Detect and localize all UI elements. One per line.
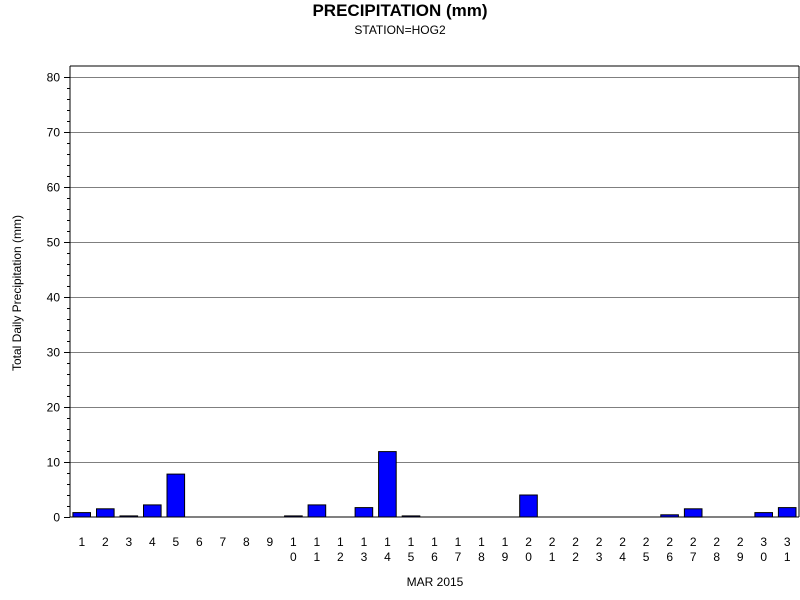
y-tick-label-50: 50 [47, 236, 61, 250]
y-tick-label-40: 40 [47, 291, 61, 305]
x-tick-label-30: 0 [760, 550, 767, 564]
bar-day-30 [754, 512, 774, 518]
bar-day-27 [683, 508, 703, 518]
bar-day-20 [519, 494, 538, 518]
y-tick-label-30: 30 [47, 346, 61, 360]
bar-day-4 [143, 504, 162, 518]
x-tick-label-17: 1 [455, 535, 462, 549]
y-tick-label-10: 10 [47, 456, 61, 470]
bar-day-14 [378, 451, 397, 518]
y-tick-label-70: 70 [47, 126, 61, 140]
y-tick-label-60: 60 [47, 181, 61, 195]
x-tick-label-23: 2 [596, 535, 603, 549]
x-tick-label-10: 1 [290, 535, 297, 549]
x-tick-label-21: 2 [549, 535, 556, 549]
x-tick-label-16: 6 [431, 550, 438, 564]
x-tick-label-27: 7 [690, 550, 697, 564]
x-tick-label-20: 2 [525, 535, 532, 549]
x-tick-label-7: 7 [220, 535, 227, 549]
bar-day-11 [307, 504, 327, 518]
bar-day-1 [72, 512, 92, 518]
x-tick-label-26: 6 [666, 550, 673, 564]
x-tick-label-13: 1 [361, 535, 368, 549]
x-tick-label-25: 5 [643, 550, 650, 564]
chart-subtitle: STATION=HOG2 [354, 23, 446, 37]
y-axis-label: Total Daily Precipitation (mm) [10, 215, 24, 371]
bar-day-31 [777, 507, 797, 518]
x-tick-label-31: 3 [784, 535, 791, 549]
x-tick-label-27: 2 [690, 535, 697, 549]
x-tick-label-25: 2 [643, 535, 650, 549]
y-tick-label-0: 0 [53, 511, 60, 525]
chart-title: PRECIPITATION (mm) [312, 1, 488, 20]
x-tick-label-21: 1 [549, 550, 556, 564]
x-tick-label-31: 1 [784, 550, 791, 564]
x-tick-label-4: 4 [149, 535, 156, 549]
x-tick-label-24: 2 [619, 535, 626, 549]
x-tick-label-14: 4 [384, 550, 391, 564]
x-tick-label-19: 9 [502, 550, 509, 564]
x-tick-label-13: 3 [361, 550, 368, 564]
x-tick-label-30: 3 [760, 535, 767, 549]
x-tick-label-28: 8 [713, 550, 720, 564]
x-tick-label-9: 9 [267, 535, 274, 549]
y-tick-label-20: 20 [47, 401, 61, 415]
x-tick-label-29: 9 [737, 550, 744, 564]
bar-day-2 [96, 508, 115, 518]
x-tick-label-15: 5 [408, 550, 415, 564]
bar-day-5 [166, 473, 186, 518]
x-tick-label-22: 2 [572, 535, 579, 549]
x-axis-label: MAR 2015 [407, 575, 464, 589]
x-tick-label-3: 3 [125, 535, 132, 549]
x-tick-label-11: 1 [314, 535, 321, 549]
x-tick-label-24: 4 [619, 550, 626, 564]
x-tick-label-18: 8 [478, 550, 485, 564]
x-tick-label-22: 2 [572, 550, 579, 564]
x-tick-label-5: 5 [172, 535, 179, 549]
x-tick-label-1: 1 [78, 535, 85, 549]
x-tick-label-29: 2 [737, 535, 744, 549]
x-tick-label-17: 7 [455, 550, 462, 564]
x-tick-label-28: 2 [713, 535, 720, 549]
x-tick-label-26: 2 [666, 535, 673, 549]
bar-layer [72, 451, 797, 518]
x-tick-label-8: 8 [243, 535, 250, 549]
x-tick-label-12: 2 [337, 550, 344, 564]
x-tick-label-11: 1 [314, 550, 321, 564]
x-tick-label-2: 2 [102, 535, 109, 549]
bar-day-13 [354, 507, 374, 518]
grid-layer [70, 77, 799, 463]
y-tick-label-80: 80 [47, 71, 61, 85]
x-tick-label-16: 1 [431, 535, 438, 549]
x-tick-label-6: 6 [196, 535, 203, 549]
x-tick-label-23: 3 [596, 550, 603, 564]
x-tick-label-15: 1 [408, 535, 415, 549]
x-tick-label-19: 1 [502, 535, 509, 549]
x-tick-label-20: 0 [525, 550, 532, 564]
x-tick-label-12: 1 [337, 535, 344, 549]
x-tick-label-18: 1 [478, 535, 485, 549]
x-tick-label-14: 1 [384, 535, 391, 549]
x-tick-label-10: 0 [290, 550, 297, 564]
